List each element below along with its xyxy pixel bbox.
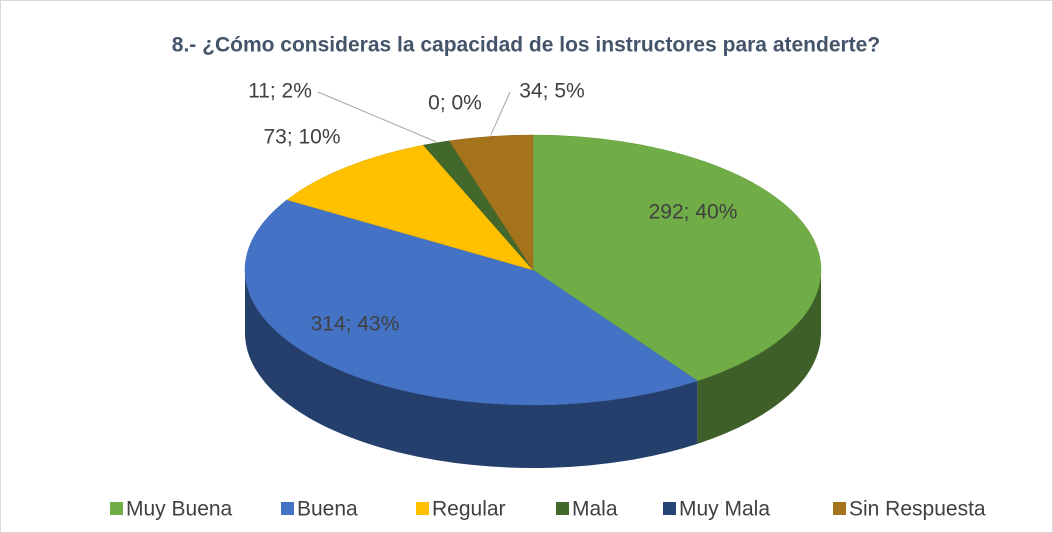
leader-line (317, 91, 437, 143)
data-label: 292; 40% (649, 201, 738, 224)
pie-sides (245, 270, 821, 468)
legend-swatch (416, 502, 429, 515)
legend-label: Sin Respuesta (849, 498, 986, 521)
data-label: 11; 2% (248, 80, 312, 103)
legend-swatch (281, 502, 294, 515)
leader-line (490, 91, 511, 136)
data-label: 73; 10% (263, 126, 340, 149)
pie-slice (532, 134, 822, 382)
legend-label: Muy Buena (126, 498, 233, 521)
pie-slice (286, 144, 534, 271)
legend-swatch (110, 502, 123, 515)
legend-label: Mala (572, 498, 618, 521)
chart-title: 8.- ¿Cómo consideras la capacidad de los… (172, 34, 880, 57)
pie-side (697, 270, 821, 444)
legend-swatch (833, 502, 846, 515)
data-label: 0; 0% (428, 92, 482, 115)
legend-label: Muy Mala (679, 498, 770, 521)
legend-swatch (663, 502, 676, 515)
legend-label: Buena (297, 498, 358, 521)
pie-slice (448, 134, 534, 271)
data-label: 314; 43% (311, 313, 400, 336)
pie-tops (244, 134, 822, 406)
legend-swatch (556, 502, 569, 515)
pie-side (245, 270, 698, 468)
data-label: 34; 5% (519, 80, 584, 103)
legend-label: Regular (432, 498, 506, 521)
pie-slice (244, 199, 698, 406)
